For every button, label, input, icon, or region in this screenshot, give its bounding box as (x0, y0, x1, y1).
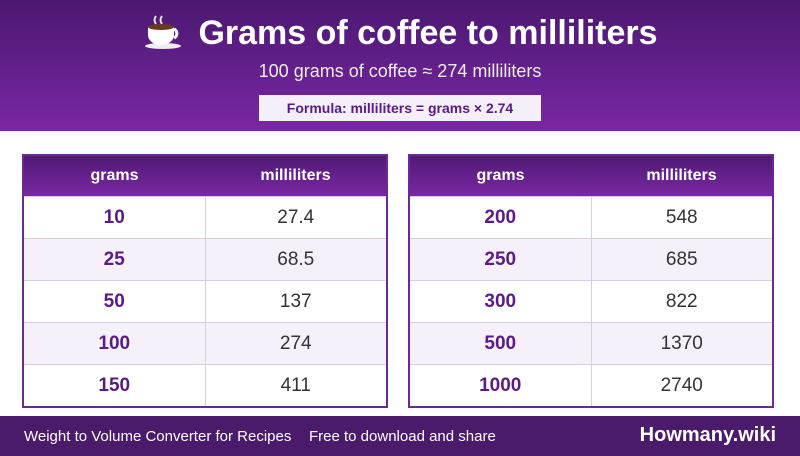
milliliters-cell: 27.4 (204, 196, 388, 239)
footer-text: Weight to Volume Converter for Recipes (24, 428, 292, 445)
title-row: Grams of coffee to milliliters (0, 14, 800, 53)
grams-cell: 100 (22, 322, 206, 365)
milliliters-cell: 1370 (590, 322, 774, 365)
row: 200 548 (408, 196, 774, 239)
column-header: milliliters (591, 155, 773, 197)
column-header: milliliters (205, 155, 387, 197)
row: 300 822 (408, 280, 774, 323)
row: 50 137 (22, 280, 388, 323)
footer-text: Free to download and share (309, 428, 496, 445)
grams-cell: 1000 (408, 364, 592, 408)
grams-cell: 500 (408, 322, 592, 365)
grams-cell: 200 (408, 196, 592, 239)
row: 150 411 (22, 364, 388, 408)
grams-cell: 10 (22, 196, 206, 239)
milliliters-cell: 548 (590, 196, 774, 239)
row: 25 68.5 (22, 238, 388, 281)
header-row: grams milliliters (23, 155, 387, 197)
grams-cell: 150 (22, 364, 206, 408)
grams-cell: 300 (408, 280, 592, 323)
column-header: grams (409, 155, 591, 197)
subtitle: 100 grams of coffee ≈ 274 milliliters (258, 61, 542, 81)
row: 10 27.4 (22, 196, 388, 239)
milliliters-cell: 822 (590, 280, 774, 323)
title: Grams of coffee to milliliters (198, 14, 658, 52)
milliliters-cell: 68.5 (204, 238, 388, 281)
formula: Formula: milliliters = grams × 2.74 (259, 95, 541, 121)
grams-cell: 250 (408, 238, 592, 281)
brand[interactable]: Howmany.wiki (639, 424, 776, 446)
row: 500 1370 (408, 322, 774, 365)
header: Grams of coffee to milliliters 100 grams… (0, 0, 800, 131)
milliliters-cell: 685 (590, 238, 774, 281)
milliliters-cell: 274 (204, 322, 388, 365)
milliliters-cell: 2740 (590, 364, 774, 408)
grams-cell: 25 (22, 238, 206, 281)
footer: Weight to Volume Converter for Recipes F… (0, 416, 800, 456)
grams-cell: 50 (22, 280, 206, 323)
header-row: grams milliliters (409, 155, 773, 197)
milliliters-cell: 411 (204, 364, 388, 408)
table: grams milliliters 10 27.4 25 68.5 50 137 100 274 1… (22, 154, 388, 408)
coffee-icon (145, 15, 182, 49)
row: 250 685 (408, 238, 774, 281)
row: 1000 2740 (408, 364, 774, 408)
column-header: grams (23, 155, 205, 197)
row: 100 274 (22, 322, 388, 365)
table: grams milliliters 200 548 250 685 300 822 500 137… (408, 154, 774, 408)
milliliters-cell: 137 (204, 280, 388, 323)
